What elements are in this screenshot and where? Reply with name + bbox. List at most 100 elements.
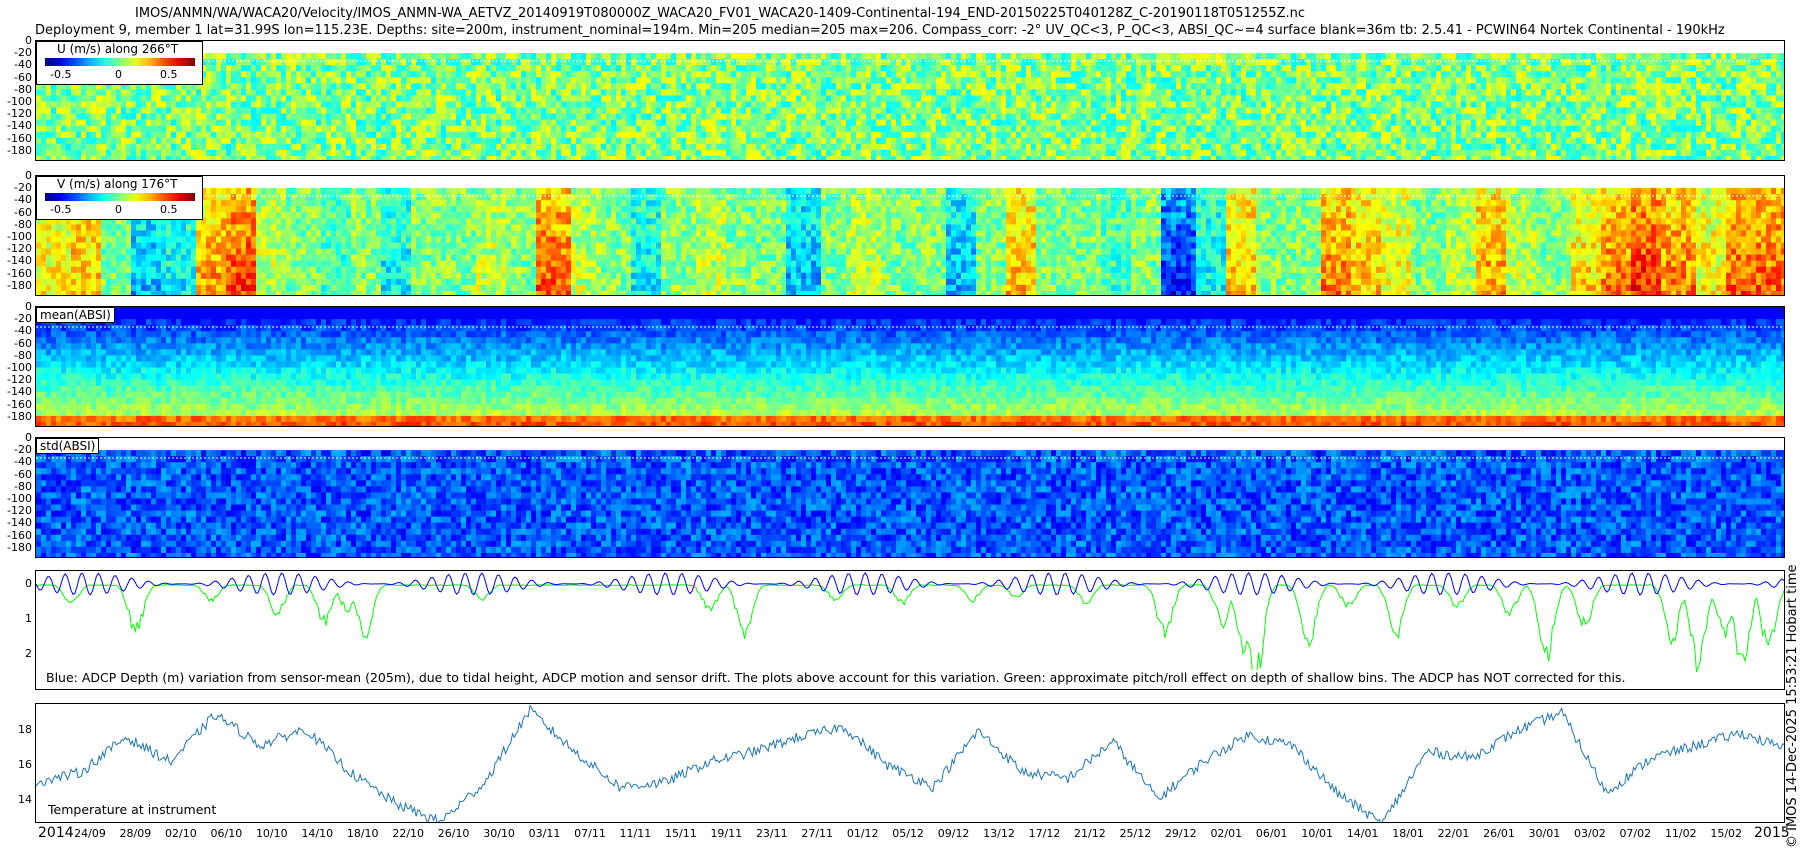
u-cell <box>136 137 142 145</box>
u-cell <box>971 113 977 121</box>
u-cell <box>731 59 737 66</box>
u-cell <box>1031 53 1037 60</box>
u-cell <box>166 107 172 115</box>
u-cell <box>1186 101 1192 109</box>
u-cell <box>1316 113 1322 121</box>
u-cell <box>791 95 797 103</box>
u-cell <box>956 77 962 84</box>
u-cell <box>946 137 952 145</box>
u-cell <box>851 71 857 78</box>
u-cell <box>61 83 67 90</box>
u-cell <box>156 119 162 127</box>
u-cell <box>426 125 432 133</box>
u-cell <box>516 53 522 60</box>
u-cell <box>1291 125 1297 133</box>
u-cell <box>651 131 657 139</box>
u-cell <box>116 155 122 160</box>
u-cell <box>911 137 917 145</box>
u-cell <box>1296 101 1302 109</box>
u-cell <box>811 83 817 90</box>
u-cell <box>286 95 292 103</box>
u-cell <box>596 83 602 90</box>
u-cell <box>1066 107 1072 115</box>
u-cell <box>1346 143 1352 151</box>
u-cell <box>811 89 817 97</box>
u-cell <box>1036 77 1042 84</box>
u-cell <box>896 119 902 127</box>
u-cell <box>791 77 797 84</box>
u-cell <box>1201 113 1207 121</box>
u-cell <box>601 65 607 72</box>
u-cell <box>786 77 792 84</box>
u-cell <box>661 77 667 84</box>
u-cell <box>781 65 787 72</box>
u-cell <box>1346 137 1352 145</box>
u-cell <box>286 107 292 115</box>
u-cell <box>361 143 367 151</box>
u-cell <box>196 143 202 151</box>
u-cell <box>896 155 902 160</box>
u-cell <box>881 113 887 121</box>
u-cell <box>1271 131 1277 139</box>
u-cell <box>726 59 732 66</box>
u-cell <box>1406 95 1412 103</box>
u-cell <box>476 59 482 66</box>
u-cell <box>1366 71 1372 78</box>
u-cell <box>821 95 827 103</box>
u-cell <box>771 149 777 157</box>
u-cell <box>896 65 902 72</box>
u-cell <box>1371 95 1377 103</box>
u-cell <box>1296 89 1302 97</box>
u-cell <box>901 83 907 90</box>
u-cell <box>1181 143 1187 151</box>
u-cell <box>131 89 137 97</box>
u-cell <box>1316 89 1322 97</box>
u-cell <box>786 107 792 115</box>
u-cell <box>1396 107 1402 115</box>
u-cell <box>811 131 817 139</box>
u-cell <box>746 77 752 84</box>
u-cell <box>111 131 117 139</box>
u-cell <box>941 131 947 139</box>
u-cell <box>936 119 942 127</box>
u-cell <box>526 137 532 145</box>
u-cell <box>596 77 602 84</box>
u-cell <box>966 83 972 90</box>
u-cell <box>1401 89 1407 97</box>
u-cell <box>386 89 392 97</box>
u-cell <box>266 53 272 60</box>
u-cell <box>781 107 787 115</box>
u-cell <box>151 125 157 133</box>
u-cell <box>301 95 307 103</box>
u-cell <box>1411 137 1417 145</box>
u-cell <box>876 155 882 160</box>
u-cell <box>1371 119 1377 127</box>
u-cell <box>141 113 147 121</box>
u-cell <box>521 101 527 109</box>
u-cell <box>351 125 357 133</box>
u-cell <box>1141 65 1147 72</box>
u-cell <box>571 71 577 78</box>
u-cell <box>386 59 392 66</box>
u-cell <box>1171 101 1177 109</box>
u-cell <box>236 155 242 160</box>
u-cell <box>536 71 542 78</box>
u-cell <box>176 107 182 115</box>
u-cell <box>1381 149 1387 157</box>
u-cell <box>661 53 667 60</box>
u-cell <box>126 137 132 145</box>
u-cell <box>846 155 852 160</box>
u-cell <box>211 59 217 66</box>
u-cell <box>1166 95 1172 103</box>
u-cell <box>1216 125 1222 133</box>
u-cell <box>1416 149 1422 157</box>
u-cell <box>476 83 482 90</box>
u-cell <box>1216 77 1222 84</box>
u-cell <box>1411 83 1417 90</box>
u-cell <box>951 131 957 139</box>
u-cell <box>511 143 517 151</box>
u-cell <box>1076 143 1082 151</box>
u-cell <box>491 65 497 72</box>
u-cell <box>441 71 447 78</box>
u-cell <box>756 83 762 90</box>
